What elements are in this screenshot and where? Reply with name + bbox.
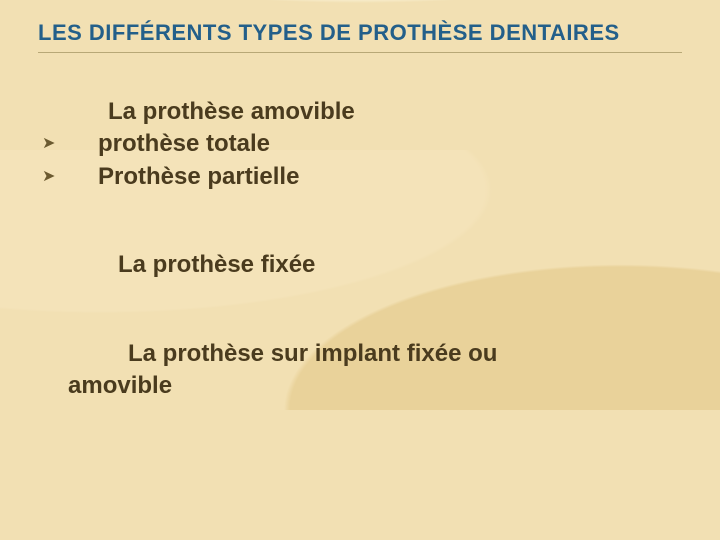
slide-body: La prothèse amovible ➤ prothèse totale ➤… <box>38 96 682 402</box>
spacer <box>38 193 682 249</box>
section-heading-implant-line1: La prothèse sur implant fixée ou <box>128 338 682 370</box>
section-heading-implant-line2: amovible <box>68 370 682 402</box>
chevron-right-icon: ➤ <box>38 128 98 160</box>
slide-background: LES DIFFÉRENTS TYPES DE PROTHÈSE DENTAIR… <box>0 0 720 540</box>
slide-title: LES DIFFÉRENTS TYPES DE PROTHÈSE DENTAIR… <box>38 20 620 45</box>
list-item-label: prothèse totale <box>98 128 270 160</box>
decorative-wave-bottom <box>0 420 720 540</box>
section-heading-fixee: La prothèse fixée <box>118 249 682 281</box>
list-item: ➤ prothèse totale <box>38 128 682 160</box>
slide-title-container: LES DIFFÉRENTS TYPES DE PROTHÈSE DENTAIR… <box>38 20 682 53</box>
chevron-right-icon: ➤ <box>38 161 98 193</box>
section-heading-amovible: La prothèse amovible <box>108 96 682 128</box>
list-item: ➤ Prothèse partielle <box>38 161 682 193</box>
spacer <box>38 282 682 338</box>
list-item-label: Prothèse partielle <box>98 161 299 193</box>
